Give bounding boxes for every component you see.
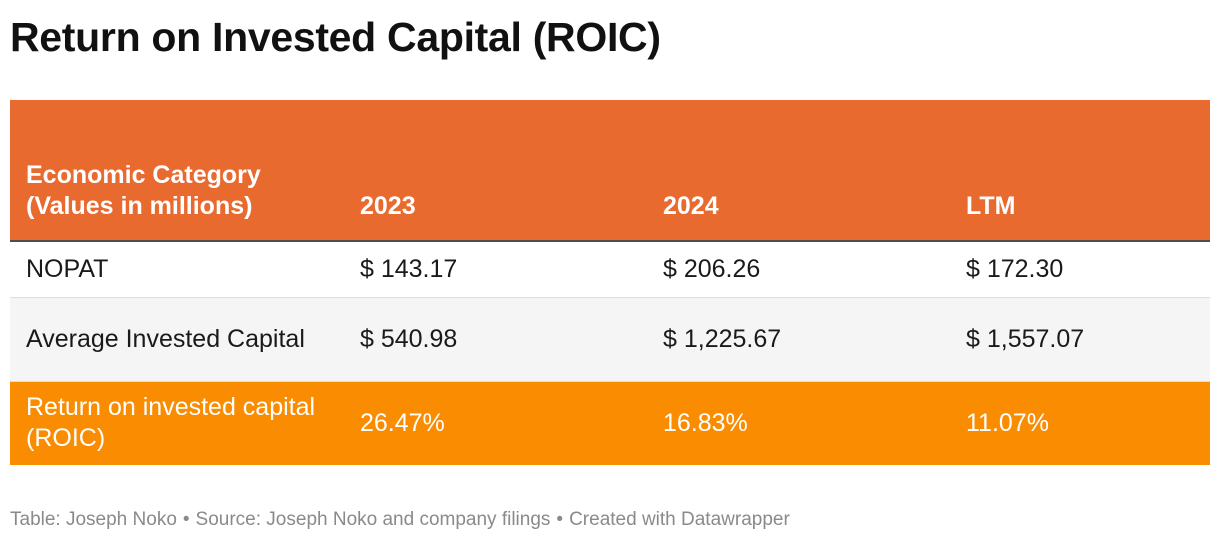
cell-value: $ 143.17: [344, 241, 647, 298]
roic-table: Economic Category (Values in millions) 2…: [10, 100, 1210, 465]
table-header-row: Economic Category (Values in millions) 2…: [10, 100, 1210, 242]
row-label: Average Invested Capital: [10, 297, 344, 382]
cell-value: $ 172.30: [950, 241, 1210, 298]
column-header-category[interactable]: Economic Category (Values in millions): [10, 100, 344, 242]
row-label: NOPAT: [10, 241, 344, 298]
footer-table-credit: Table: Joseph Noko: [10, 509, 177, 530]
footer-created-with-link[interactable]: Created with Datawrapper: [569, 509, 790, 530]
column-header-ltm[interactable]: LTM: [950, 100, 1210, 242]
column-header-2023[interactable]: 2023: [344, 100, 647, 242]
footer-source: Source: Joseph Noko and company filings: [195, 509, 551, 530]
cell-value: $ 1,225.67: [647, 297, 950, 382]
footer-separator: •: [556, 509, 564, 530]
table-row-roic: Return on invested capital (ROIC) 26.47%…: [10, 381, 1210, 465]
cell-value: $ 206.26: [647, 241, 950, 298]
cell-value: $ 540.98: [344, 297, 647, 382]
row-label: Return on invested capital (ROIC): [26, 393, 316, 453]
cell-value: $ 1,557.07: [950, 297, 1210, 382]
footer-separator: •: [182, 509, 190, 530]
chart-footer: Table: Joseph Noko • Source: Joseph Noko a…: [10, 508, 790, 532]
cell-value: 26.47%: [360, 408, 445, 437]
cell-value: 16.83%: [663, 408, 748, 437]
table-row-nopat: NOPAT $ 143.17 $ 206.26 $ 172.30: [10, 241, 1210, 298]
table-row-average-invested-capital: Average Invested Capital $ 540.98 $ 1,22…: [10, 297, 1210, 382]
column-header-2024[interactable]: 2024: [647, 100, 950, 242]
chart-title: Return on Invested Capital (ROIC): [10, 14, 661, 60]
cell-value: 11.07%: [966, 408, 1049, 437]
